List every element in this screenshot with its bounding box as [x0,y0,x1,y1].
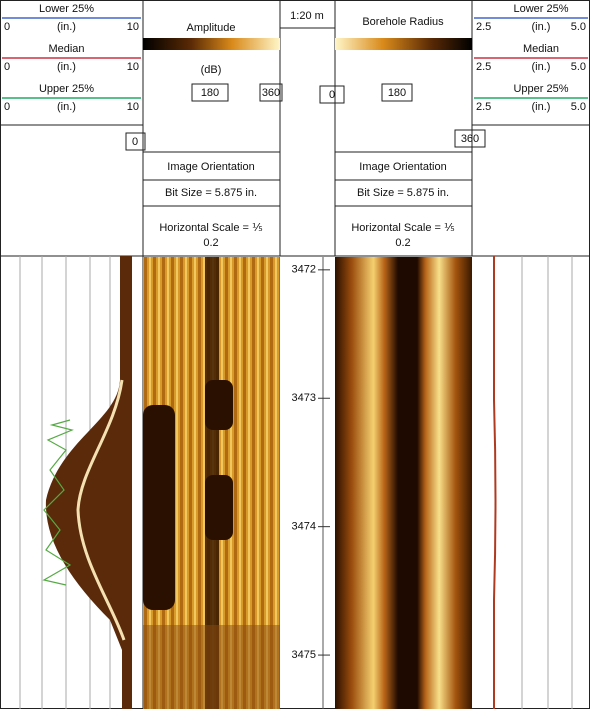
amplitude-image [143,257,280,709]
header-label: 360 [262,87,280,99]
header-label: Median [523,43,559,55]
header-label: 180 [388,87,406,99]
header-label: 5.0 [571,101,586,113]
header-label: (in.) [57,61,76,73]
depth-tick-label: 3475 [292,649,316,661]
header-label: 10 [127,21,139,33]
header-label: Lower 25% [39,3,94,15]
header-label: Median [48,43,84,55]
right-track [494,256,572,709]
left-track [20,256,132,709]
header-label: Bit Size = 5.875 in. [165,187,257,199]
header-label: 2.5 [476,61,491,73]
depth-axis: 3472 3473 3474 3475 [292,257,330,709]
radius-image [335,257,472,709]
log-page: Lower 25% 0 (in.) 10 Median 0 (in.) 10 Upper 25%… [0,0,590,709]
header-label: (in.) [57,101,76,113]
header-label: 10 [127,101,139,113]
header-label: Amplitude [187,22,236,34]
header-label: (in.) [532,101,551,113]
header-label: Image Orientation [359,161,446,173]
header-label: (in.) [532,61,551,73]
header: Lower 25% 0 (in.) 10 Median 0 (in.) 10 Upper 25%… [2,3,588,249]
header-label: Lower 25% [513,3,568,15]
header-label: 360 [461,133,479,145]
header-label: 180 [201,87,219,99]
header-label: 5.0 [571,21,586,33]
header-label: Bit Size = 5.875 in. [357,187,449,199]
depth-tick-label: 3473 [292,392,316,404]
header-label: 2.5 [476,101,491,113]
header-label: 5.0 [571,61,586,73]
depth-tick-label: 3472 [292,264,316,276]
header-label: 0.2 [395,237,410,249]
header-label: (dB) [201,64,222,76]
header-label: Image Orientation [167,161,254,173]
header-label: Upper 25% [513,83,568,95]
header-label: Upper 25% [39,83,94,95]
header-label: (in.) [57,21,76,33]
header-label: Horizontal Scale = ⅕ [351,222,455,234]
header-label: (in.) [532,21,551,33]
header-label: 0 [4,21,10,33]
header-label: 0.2 [203,237,218,249]
header-label: 10 [127,61,139,73]
header-label: 0 [4,101,10,113]
header-label: 2.5 [476,21,491,33]
header-label: 0 [4,61,10,73]
header-label: Borehole Radius [362,16,444,28]
header-label: 0 [132,136,138,148]
header-label: 0 [329,89,335,101]
header-label: Horizontal Scale = ⅕ [159,222,263,234]
depth-tick-label: 3474 [292,521,316,533]
frame [0,0,590,709]
header-label: 1:20 m [290,10,324,22]
